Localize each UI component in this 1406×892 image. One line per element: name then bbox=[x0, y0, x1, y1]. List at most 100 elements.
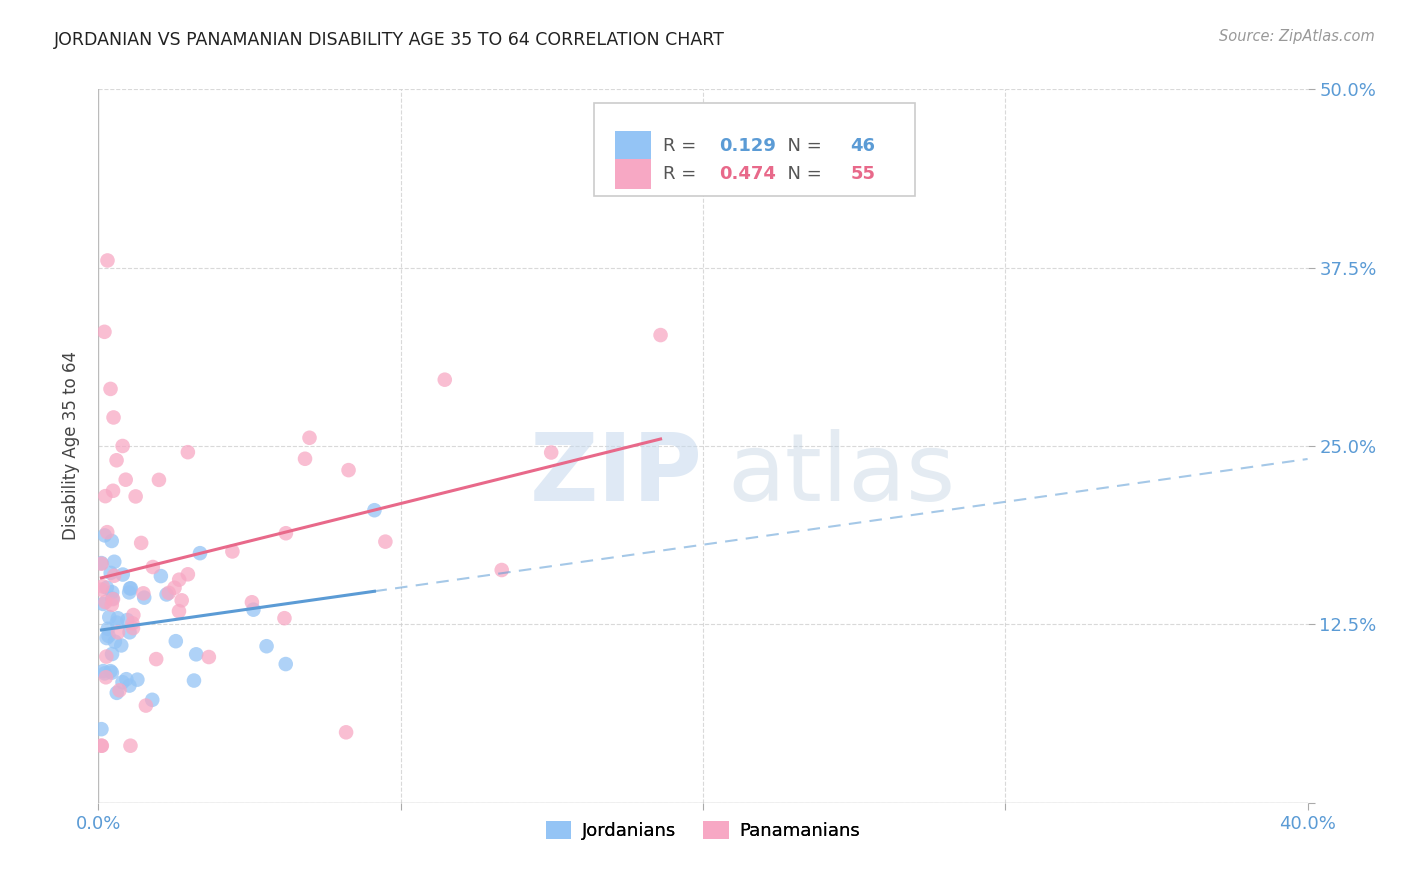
Y-axis label: Disability Age 35 to 64: Disability Age 35 to 64 bbox=[62, 351, 80, 541]
Point bbox=[433, 373, 456, 387]
Point bbox=[104, 634, 127, 648]
Point bbox=[103, 555, 125, 569]
Point bbox=[167, 604, 190, 618]
Text: N =: N = bbox=[776, 165, 827, 183]
Point bbox=[124, 490, 146, 504]
Point bbox=[221, 544, 243, 558]
Point bbox=[110, 639, 132, 653]
Point bbox=[100, 382, 122, 396]
Point bbox=[114, 473, 136, 487]
Point bbox=[240, 595, 263, 609]
Point bbox=[163, 581, 186, 595]
FancyBboxPatch shape bbox=[595, 103, 915, 196]
Point bbox=[491, 563, 513, 577]
Text: atlas: atlas bbox=[727, 428, 956, 521]
Text: R =: R = bbox=[664, 136, 702, 154]
Point bbox=[121, 616, 143, 631]
Point bbox=[100, 664, 122, 678]
Point bbox=[118, 582, 141, 596]
Point bbox=[242, 602, 264, 616]
Point bbox=[100, 533, 122, 548]
Point bbox=[105, 453, 128, 467]
Point bbox=[294, 451, 316, 466]
Point bbox=[335, 725, 357, 739]
Text: N =: N = bbox=[776, 136, 827, 154]
Point bbox=[91, 664, 114, 678]
Text: Source: ZipAtlas.com: Source: ZipAtlas.com bbox=[1219, 29, 1375, 44]
Point bbox=[167, 573, 190, 587]
Point bbox=[101, 585, 124, 599]
Point bbox=[177, 445, 200, 459]
Point bbox=[157, 586, 180, 600]
Point bbox=[97, 629, 120, 643]
Point bbox=[142, 560, 165, 574]
Point bbox=[100, 566, 122, 580]
Point bbox=[101, 592, 124, 607]
Point bbox=[155, 587, 177, 601]
Point bbox=[101, 647, 124, 661]
Point bbox=[105, 686, 128, 700]
Point bbox=[374, 534, 396, 549]
Text: 46: 46 bbox=[851, 136, 876, 154]
Point bbox=[90, 739, 112, 753]
Point bbox=[120, 582, 142, 596]
Point bbox=[91, 597, 114, 611]
Point bbox=[118, 625, 141, 640]
Point bbox=[273, 611, 295, 625]
Text: R =: R = bbox=[664, 165, 702, 183]
Point bbox=[107, 611, 129, 625]
Point bbox=[101, 665, 124, 680]
Point bbox=[101, 591, 124, 606]
Text: JORDANIAN VS PANAMANIAN DISABILITY AGE 35 TO 64 CORRELATION CHART: JORDANIAN VS PANAMANIAN DISABILITY AGE 3… bbox=[53, 31, 724, 49]
Point bbox=[97, 622, 120, 636]
Point bbox=[134, 591, 156, 605]
Point bbox=[91, 579, 114, 593]
Point bbox=[96, 253, 118, 268]
Point bbox=[101, 598, 124, 612]
Point bbox=[111, 567, 134, 582]
Point bbox=[94, 670, 117, 684]
Point bbox=[96, 525, 118, 540]
Point bbox=[135, 698, 157, 713]
Text: ZIP: ZIP bbox=[530, 428, 703, 521]
Point bbox=[141, 693, 163, 707]
Point bbox=[540, 445, 562, 459]
Point bbox=[650, 328, 672, 343]
Point bbox=[111, 675, 134, 690]
Point bbox=[149, 569, 172, 583]
Point bbox=[93, 666, 115, 681]
Point bbox=[103, 410, 125, 425]
FancyBboxPatch shape bbox=[614, 159, 651, 189]
Text: 0.129: 0.129 bbox=[718, 136, 776, 154]
Point bbox=[186, 648, 208, 662]
Point bbox=[94, 595, 117, 609]
Point bbox=[177, 567, 200, 582]
Point bbox=[118, 679, 141, 693]
Point bbox=[96, 631, 118, 645]
Point bbox=[145, 652, 167, 666]
Point bbox=[148, 473, 170, 487]
Point bbox=[90, 739, 112, 753]
Point bbox=[298, 431, 321, 445]
Point bbox=[93, 325, 115, 339]
Point bbox=[103, 568, 125, 582]
Point bbox=[108, 683, 131, 698]
Point bbox=[127, 673, 149, 687]
Point bbox=[274, 526, 297, 541]
Point bbox=[96, 581, 118, 595]
Point bbox=[337, 463, 360, 477]
Point bbox=[170, 593, 193, 607]
Point bbox=[111, 439, 134, 453]
Point bbox=[115, 672, 138, 686]
Text: 55: 55 bbox=[851, 165, 876, 183]
Point bbox=[96, 649, 118, 664]
Point bbox=[256, 639, 278, 653]
Point bbox=[188, 546, 211, 560]
Point bbox=[101, 483, 124, 498]
Point bbox=[90, 557, 112, 571]
Point bbox=[90, 582, 112, 597]
Point bbox=[363, 503, 385, 517]
Point bbox=[183, 673, 205, 688]
Point bbox=[132, 586, 155, 600]
Point bbox=[90, 722, 112, 736]
